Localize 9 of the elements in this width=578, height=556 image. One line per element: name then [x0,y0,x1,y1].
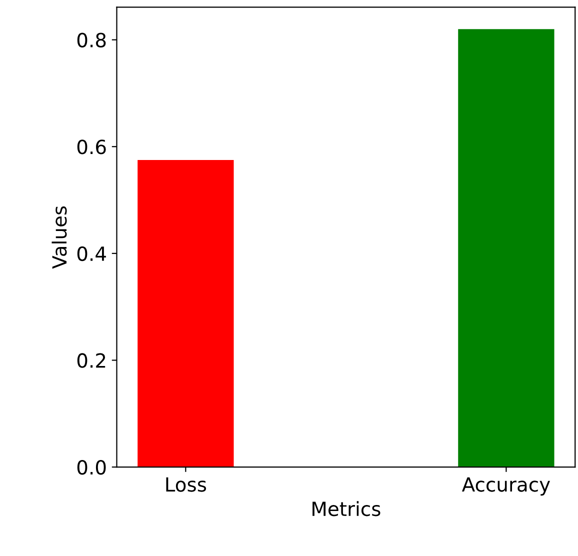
y-tick-label: 0.2 [77,353,106,368]
x-tick-label: Loss [166,477,206,492]
y-tick-label: 0.8 [77,32,106,48]
y-axis-title: Values [52,206,67,269]
y-tick-label: 0.4 [77,246,106,262]
y-tick-label: 0.0 [77,460,106,475]
x-axis-title: Metrics [312,501,380,516]
y-tick-label: 0.6 [77,140,106,154]
x-tick-label: Accuracy [462,477,550,496]
